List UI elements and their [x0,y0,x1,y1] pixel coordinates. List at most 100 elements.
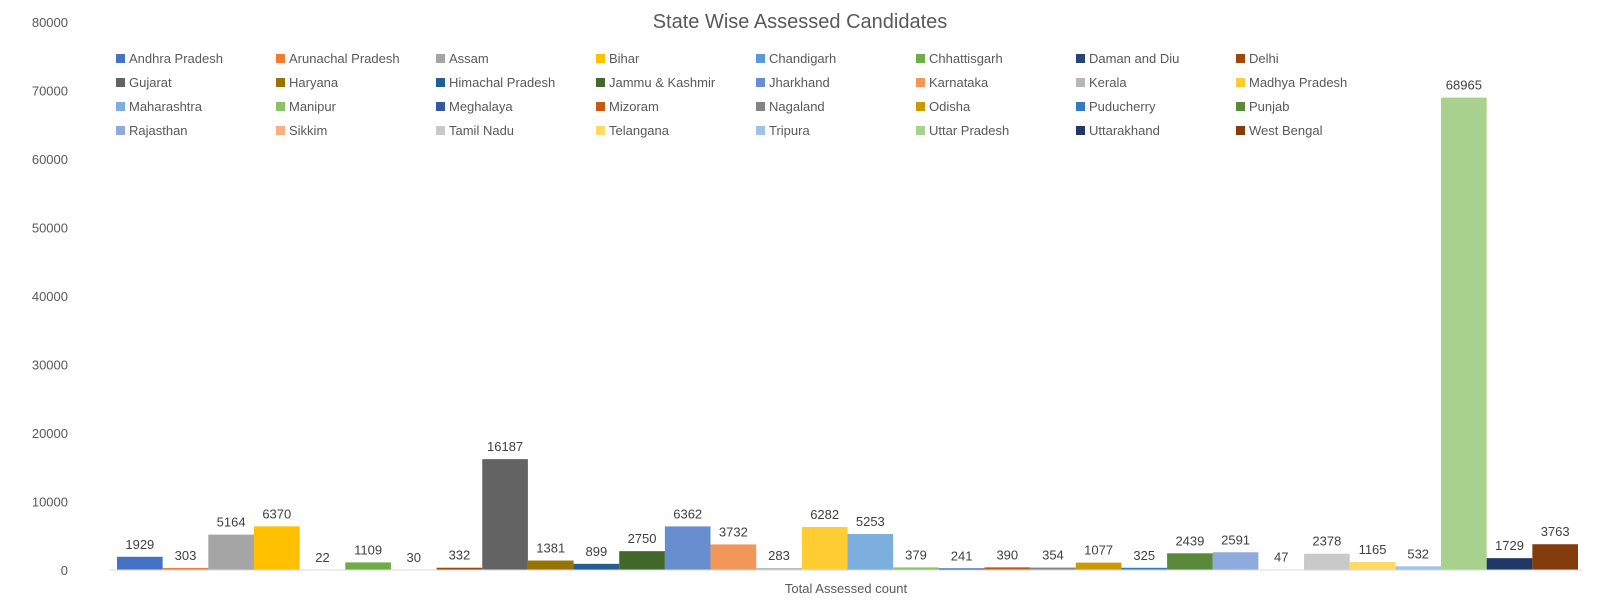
legend-label: Gujarat [129,75,172,90]
legend-label: Daman and Diu [1089,51,1179,66]
legend-swatch [1236,54,1245,63]
legend-item: Karnataka [916,75,989,90]
legend-swatch [116,102,125,111]
y-axis: 0 10000 20000 30000 40000 50000 60000 70000 8000… [32,15,68,578]
legend-label: Uttar Pradesh [929,123,1009,138]
y-tick-label: 80000 [32,15,68,30]
legend-label: Jammu & Kashmir [609,75,716,90]
bar [1030,567,1076,570]
data-label: 5164 [217,515,246,530]
data-label: 22 [315,550,329,565]
legend-item: Chandigarh [756,51,836,66]
data-label: 5253 [856,514,885,529]
bar [756,568,802,570]
legend-label: West Bengal [1249,123,1323,138]
bar [664,526,711,570]
data-label: 3763 [1541,524,1570,539]
data-labels-group: 1929 303 5164 6370 22 1109 30 332 16187 1381 899 27… [125,78,1569,565]
legend-swatch [756,126,765,135]
legend-item: Tripura [756,123,810,138]
legend-swatch [916,54,925,63]
legend-item: Assam [436,51,489,66]
data-label: 3732 [719,524,748,539]
legend-swatch [436,54,445,63]
legend-swatch [1236,78,1245,87]
legend-label: Chandigarh [769,51,836,66]
legend-label: Maharashtra [129,99,203,114]
legend-item: Gujarat [116,75,172,90]
bar [162,567,209,570]
y-tick-label: 20000 [32,426,68,441]
bar [1532,544,1578,570]
legend-label: Delhi [1249,51,1279,66]
bar [1167,553,1213,570]
legend-swatch [276,102,285,111]
legend-swatch [756,54,765,63]
legend-swatch [1076,54,1085,63]
data-label: 6362 [673,506,702,521]
legend-label: Sikkim [289,123,327,138]
y-tick-label: 70000 [32,84,68,99]
legend-swatch [276,54,285,63]
legend-item: Uttarakhand [1076,123,1160,138]
legend-label: Rajasthan [129,123,188,138]
data-label: 68965 [1446,78,1482,93]
legend-item: Himachal Pradesh [436,75,555,90]
legend-item: Daman and Diu [1076,51,1179,66]
bar [573,563,620,570]
bar [253,526,300,570]
bars-group [117,97,1578,571]
legend-label: Odisha [929,99,971,114]
bar [984,567,1031,570]
y-tick-label: 50000 [32,221,68,236]
data-label: 1381 [536,541,565,556]
data-label: 1109 [354,542,382,557]
legend-item: Jammu & Kashmir [596,75,716,90]
data-label: 2591 [1221,532,1250,547]
bar [619,551,665,570]
data-label: 354 [1042,548,1064,563]
legend-swatch [436,102,445,111]
data-label: 1077 [1084,543,1113,558]
legend-item: Manipur [276,99,337,114]
data-label: 2439 [1175,533,1204,548]
data-label: 2750 [628,531,657,546]
legend-item: Chhattisgarh [916,51,1003,66]
legend-label: Tripura [769,123,810,138]
bar [1304,553,1350,570]
y-tick-label: 40000 [32,289,68,304]
data-label: 16187 [487,439,523,454]
legend-label: Arunachal Pradesh [289,51,400,66]
legend-swatch [756,102,765,111]
legend-label: Jharkhand [769,75,830,90]
legend-label: Bihar [609,51,640,66]
bar [117,556,163,570]
legend-item: Haryana [276,75,339,90]
legend-swatch [436,126,445,135]
legend-swatch [1076,126,1085,135]
legend-item: Punjab [1236,99,1289,114]
y-tick-label: 0 [61,563,68,578]
x-axis-category-label: Total Assessed count [785,581,908,596]
legend-swatch [916,102,925,111]
legend: Andhra Pradesh Arunachal Pradesh Assam Biha… [116,51,1347,138]
y-tick-label: 30000 [32,358,68,373]
legend-label: Andhra Pradesh [129,51,223,66]
data-label: 283 [768,548,790,563]
legend-swatch [756,78,765,87]
legend-swatch [1236,102,1245,111]
bar [1441,97,1487,570]
data-label: 241 [951,548,973,563]
legend-item: West Bengal [1236,123,1323,138]
data-label: 325 [1133,548,1155,563]
data-label: 30 [407,550,421,565]
chart-title: State Wise Assessed Candidates [653,11,948,33]
legend-item: Arunachal Pradesh [276,51,400,66]
legend-item: Jharkhand [756,75,830,90]
legend-label: Puducherry [1089,99,1156,114]
legend-label: Assam [449,51,489,66]
legend-item: Maharashtra [116,99,203,114]
legend-label: Punjab [1249,99,1289,114]
bar [710,544,757,570]
data-label: 390 [996,547,1018,562]
